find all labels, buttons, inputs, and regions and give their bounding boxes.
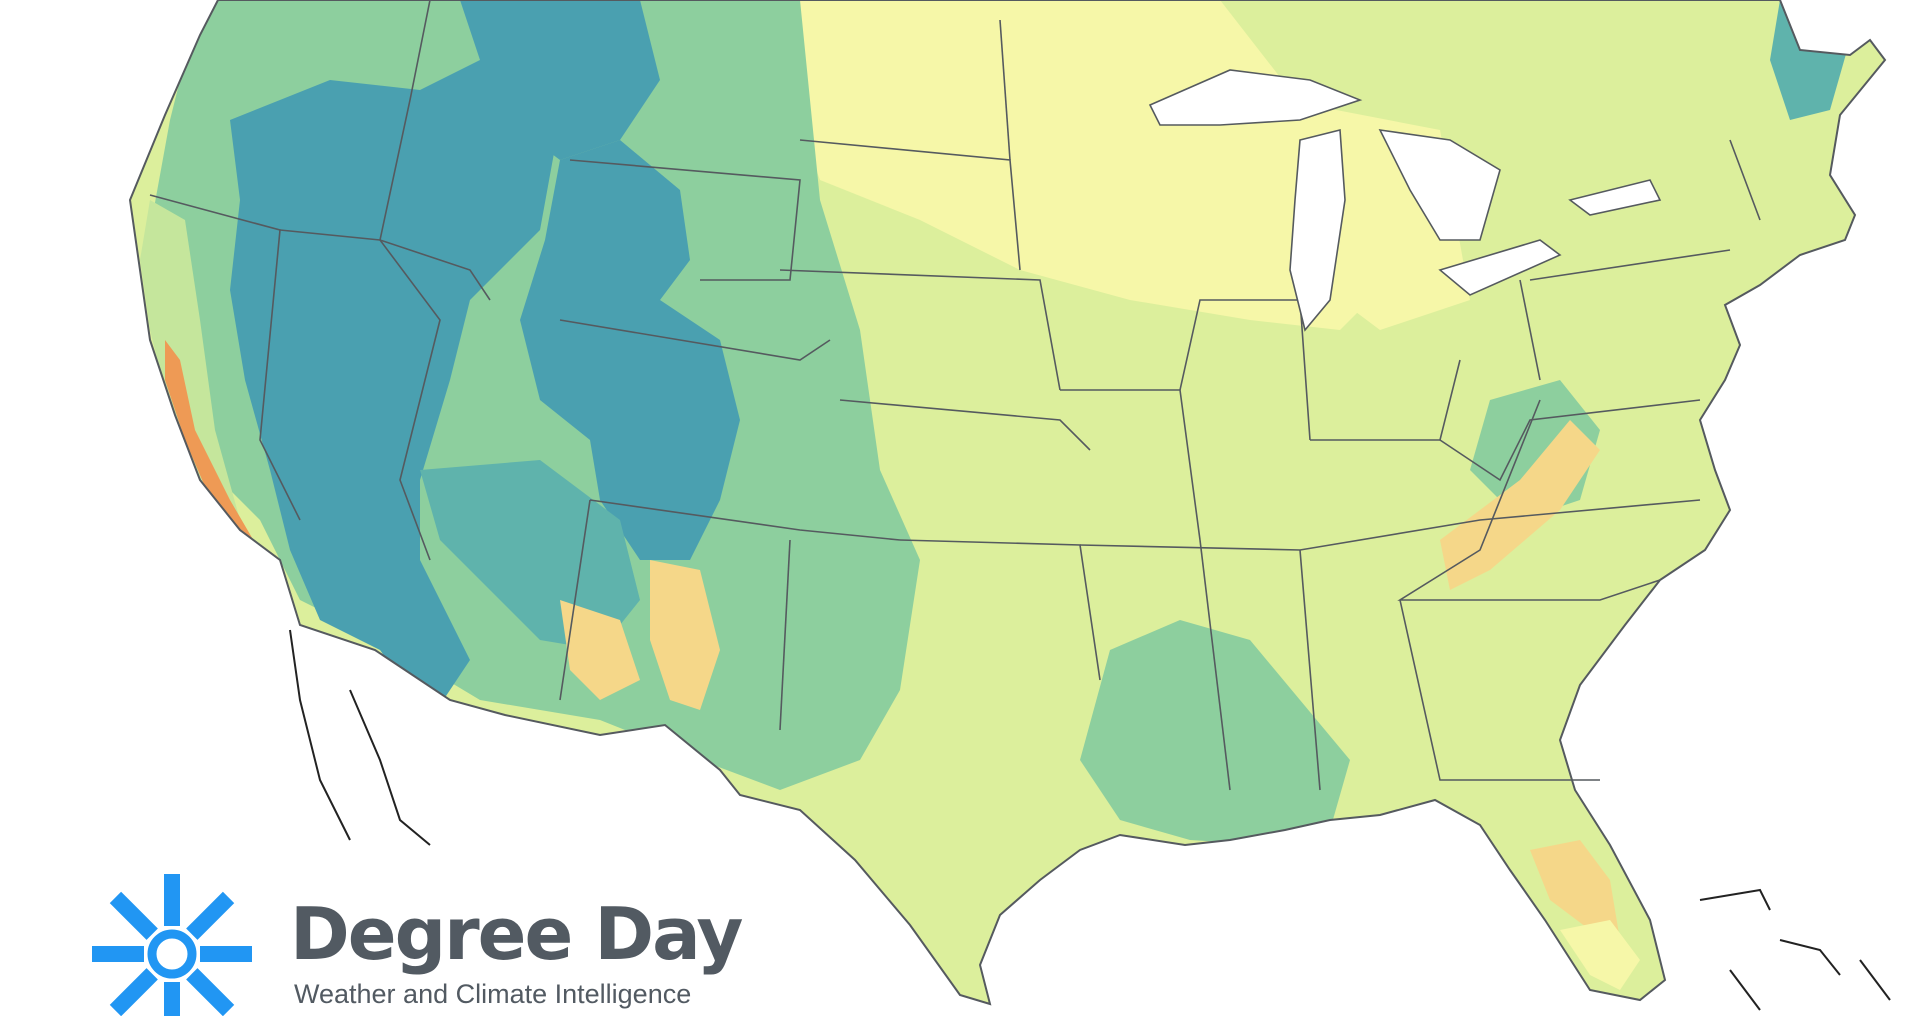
lake-erie (1438, 239, 1562, 296)
sun-burst-icon (92, 874, 252, 1016)
border-line (589, 499, 901, 541)
border-line (1079, 499, 1701, 551)
border-line (1729, 139, 1761, 221)
california-coast-zone (140, 200, 300, 625)
island-coast (1699, 888, 1771, 911)
brand-name: Degree Day (290, 892, 743, 976)
border-line (1199, 539, 1231, 791)
border-line (379, 239, 441, 561)
border-line (1179, 299, 1311, 441)
southwest-plateau-zone (420, 460, 640, 650)
border-line (1529, 249, 1731, 281)
island-coast (1729, 969, 1761, 1011)
idaho-montana-zone (460, 0, 660, 160)
gulf-lowlands-zone (1080, 620, 1350, 845)
border-line (149, 194, 301, 521)
great-lakes (1148, 69, 1662, 332)
florida-warm-zone (1530, 840, 1620, 940)
sun-ray (186, 968, 235, 1016)
state-borders (149, 0, 1761, 791)
border-line (559, 499, 591, 701)
lake-michigan (1289, 128, 1346, 332)
rocky-mountains-zone (520, 140, 740, 560)
desert-patch-az (560, 600, 640, 700)
border-line (999, 19, 1011, 161)
appalachian-warm-zone (1440, 420, 1600, 590)
sun-burst-core (147, 929, 197, 979)
border-line (379, 0, 431, 241)
brand-tagline: Weather and Climate Intelligence (294, 979, 692, 1009)
border-line (839, 399, 1091, 451)
sun-ray (186, 891, 235, 940)
border-line (1299, 549, 1321, 791)
island-coast (1779, 939, 1841, 976)
border-line (569, 159, 801, 281)
lake-ontario (1568, 179, 1662, 216)
lake-superior (1148, 69, 1363, 126)
sun-ray (109, 968, 158, 1016)
border-line (779, 269, 1061, 391)
border-line (1519, 279, 1541, 381)
neighbor-coastlines (289, 629, 1891, 1011)
baja-coast (349, 689, 431, 846)
border-line (1399, 599, 1600, 781)
desert-patch-nm (650, 560, 720, 710)
great-basin-zone (230, 40, 560, 720)
baja-coast (289, 629, 351, 841)
sun-ray (109, 891, 158, 940)
border-line (779, 539, 791, 731)
sun-burst-rays (92, 874, 252, 1016)
lake-huron (1378, 128, 1501, 241)
border-line (559, 319, 831, 361)
border-line (1397, 399, 1661, 601)
border-line (1439, 399, 1701, 482)
border-line (279, 229, 491, 301)
brand-logo: Degree Day Weather and Climate Intellige… (82, 866, 743, 1016)
florida-south-zone (1560, 920, 1640, 990)
island-coast (1859, 959, 1891, 1001)
